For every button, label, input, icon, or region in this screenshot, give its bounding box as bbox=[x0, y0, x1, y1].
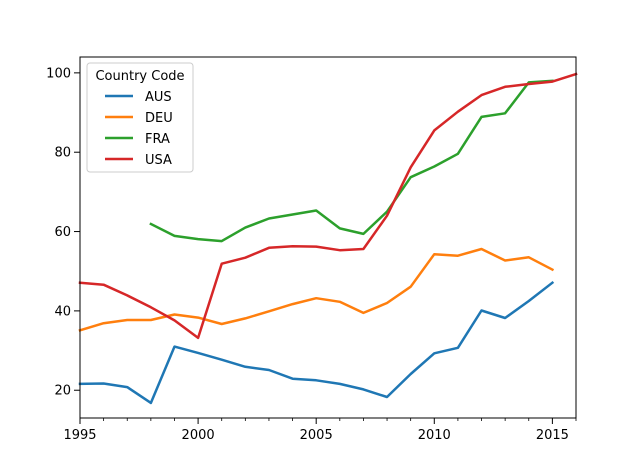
series-line-usa bbox=[78, 72, 578, 340]
legend-label-deu: DEU bbox=[145, 111, 173, 126]
plot-frame bbox=[79, 56, 577, 419]
y-tick-label: 80 bbox=[54, 146, 71, 161]
legend: Country Code AUS DEU FRA USA bbox=[86, 62, 194, 173]
x-axis: 1995 2000 2005 2010 2015 bbox=[63, 418, 577, 443]
x-tick-label: 2015 bbox=[536, 428, 569, 443]
series-line-aus bbox=[78, 280, 555, 405]
legend-title: Country Code bbox=[95, 69, 184, 84]
y-tick-label: 60 bbox=[54, 225, 71, 240]
x-tick-label: 2005 bbox=[300, 428, 333, 443]
legend-box bbox=[86, 62, 194, 173]
x-tick-label: 2010 bbox=[418, 428, 451, 443]
legend-label-usa: USA bbox=[145, 153, 172, 168]
x-tick-label: 1995 bbox=[63, 428, 96, 443]
y-tick-label: 20 bbox=[54, 384, 71, 399]
y-axis: 20 40 60 80 100 bbox=[46, 66, 80, 399]
series-line-fra bbox=[149, 79, 554, 243]
legend-label-fra: FRA bbox=[145, 132, 170, 147]
y-tick-label: 100 bbox=[46, 66, 71, 81]
legend-label-aus: AUS bbox=[145, 90, 172, 105]
y-tick-label: 40 bbox=[54, 304, 71, 319]
x-tick-label: 2000 bbox=[182, 428, 215, 443]
series-layer bbox=[78, 72, 578, 405]
series-line-deu bbox=[78, 247, 555, 332]
